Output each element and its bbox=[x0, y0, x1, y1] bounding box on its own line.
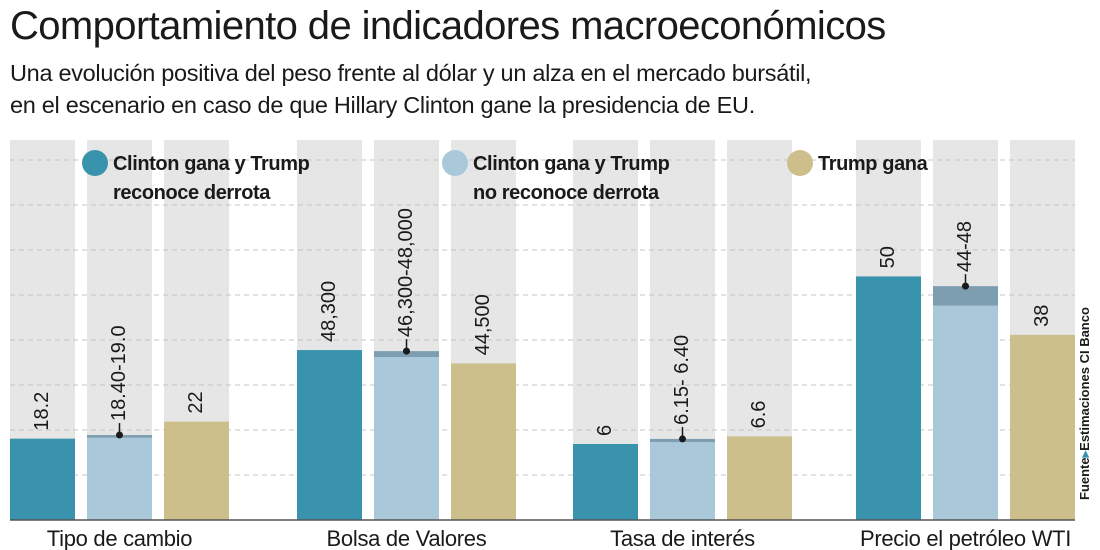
legend-label-s2: Clinton gana y Trump bbox=[473, 153, 670, 175]
value-label-clinton-concede-1: 48,300 bbox=[318, 281, 340, 342]
bar-trump-wins-1 bbox=[451, 363, 516, 520]
value-label-clinton-concede-3: 50 bbox=[877, 246, 899, 268]
bar-clinton-concede-2 bbox=[573, 444, 638, 520]
bar-trump-wins-3 bbox=[1010, 334, 1075, 520]
category-label-2: Tasa de interés bbox=[610, 526, 755, 550]
legend-label-s1-line2: reconoce derrota bbox=[113, 182, 271, 204]
legend-label-s1: Clinton gana y Trump bbox=[113, 153, 310, 175]
bar-clinton-concede-1 bbox=[297, 350, 362, 520]
bar-clinton-concede-0 bbox=[10, 438, 75, 520]
legend-label-s2-line2: no reconoce derrota bbox=[473, 182, 660, 204]
bar-clinton-no-concede-0 bbox=[87, 437, 152, 520]
source-prefix: Fuente bbox=[1077, 457, 1092, 500]
value-label-clinton-no-concede-1: 46,300-48,000 bbox=[395, 208, 417, 337]
chart-title: Comportamiento de indicadores macroeconó… bbox=[10, 4, 886, 48]
chart-subtitle-line-2: en el escenario en caso de que Hillary C… bbox=[10, 92, 755, 118]
bar-clinton-no-concede-3 bbox=[933, 305, 998, 520]
value-label-trump-wins-0: 22 bbox=[185, 391, 207, 413]
value-label-trump-wins-1: 44,500 bbox=[472, 294, 494, 355]
category-label-0: Tipo de cambio bbox=[47, 526, 192, 550]
value-label-clinton-concede-2: 6 bbox=[594, 425, 616, 436]
bar-range-clinton-no-concede-3 bbox=[933, 286, 998, 306]
legend-swatch-s3 bbox=[787, 150, 813, 176]
bar-trump-wins-2 bbox=[727, 436, 792, 520]
source-arrow-icon: ▸ bbox=[1077, 449, 1092, 458]
bar-clinton-concede-3 bbox=[856, 276, 921, 520]
value-label-trump-wins-2: 6.6 bbox=[748, 401, 770, 429]
bar-trump-wins-0 bbox=[164, 421, 229, 520]
value-label-clinton-no-concede-0: 18.40-19.0 bbox=[108, 325, 130, 421]
value-label-clinton-concede-0: 18.2 bbox=[31, 392, 53, 431]
legend-label-s3: Trump gana bbox=[818, 153, 929, 175]
chart-subtitle-line-1: Una evolución positiva del peso frente a… bbox=[10, 60, 812, 86]
bar-clinton-no-concede-1 bbox=[374, 357, 439, 520]
category-label-1: Bolsa de Valores bbox=[327, 526, 487, 550]
source-text: Estimaciones CI Banco bbox=[1077, 307, 1092, 451]
legend-swatch-s1 bbox=[82, 150, 108, 176]
bar-clinton-no-concede-2 bbox=[650, 442, 715, 520]
value-label-trump-wins-3: 38 bbox=[1031, 305, 1053, 327]
legend-swatch-s2 bbox=[442, 150, 468, 176]
category-label-3: Precio el petróleo WTI bbox=[860, 526, 1071, 550]
source-note: Fuente▸Estimaciones CI Banco bbox=[1077, 307, 1092, 500]
value-label-clinton-no-concede-3: 44-48 bbox=[954, 221, 976, 272]
value-label-clinton-no-concede-2: 6.15- 6.40 bbox=[671, 335, 693, 425]
